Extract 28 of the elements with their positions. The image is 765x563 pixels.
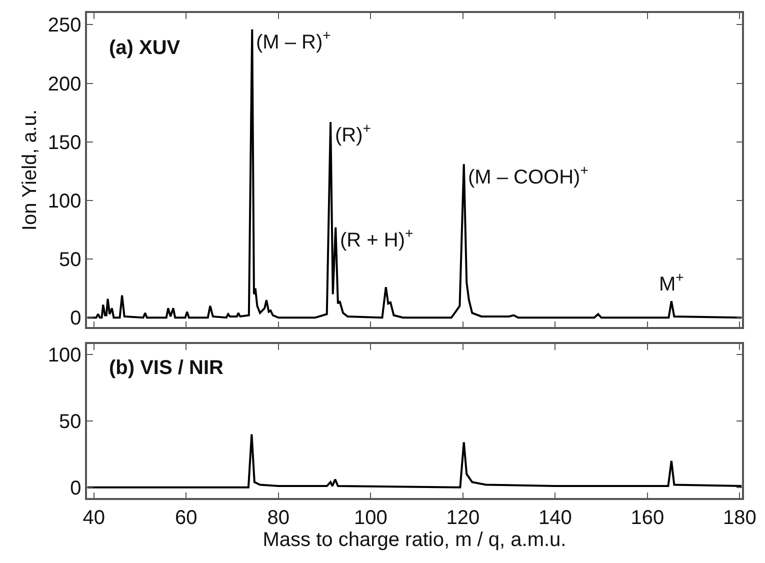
y-tick-label: 200 [48,73,82,96]
y-tick-label: 50 [59,249,82,272]
x-tick-label: 40 [82,506,106,529]
y-tick-label: 0 [70,308,82,330]
annotation: M$^{+}$ [659,269,684,296]
x-tick-label: 120 [446,506,480,529]
x-tick-label: 160 [630,506,664,529]
annotation: (b) VIS / NIR [109,357,224,379]
x-tick-label: 140 [538,506,572,529]
x-axis-title: Mass to charge ratio, m / q, a.m.u. [262,528,566,551]
annotation: (M – COOH)$^{+}$ [468,162,588,188]
x-tick-label: 100 [354,506,388,529]
y-tick-label: 100 [48,344,82,367]
x-tick-label: 60 [175,506,198,529]
annotation: (a) XUV [109,37,181,59]
x-tick-label: 80 [267,506,290,529]
y-tick-label: 50 [59,411,82,433]
y-axis-title: Ion Yield, a.u. [18,109,41,231]
y-tick-label: 250 [48,14,82,37]
x-tick-label: 180 [723,506,756,529]
y-tick-label: 150 [48,132,82,154]
annotation: (R)$^{+}$ [335,120,371,146]
line-series [87,433,742,488]
annotation: (R + H)$^{+}$ [340,225,414,252]
line-series [87,28,742,319]
annotation: (M – R)$^{+}$ [256,27,331,54]
y-tick-label: 100 [48,190,82,212]
y-tick-label: 0 [70,477,82,500]
